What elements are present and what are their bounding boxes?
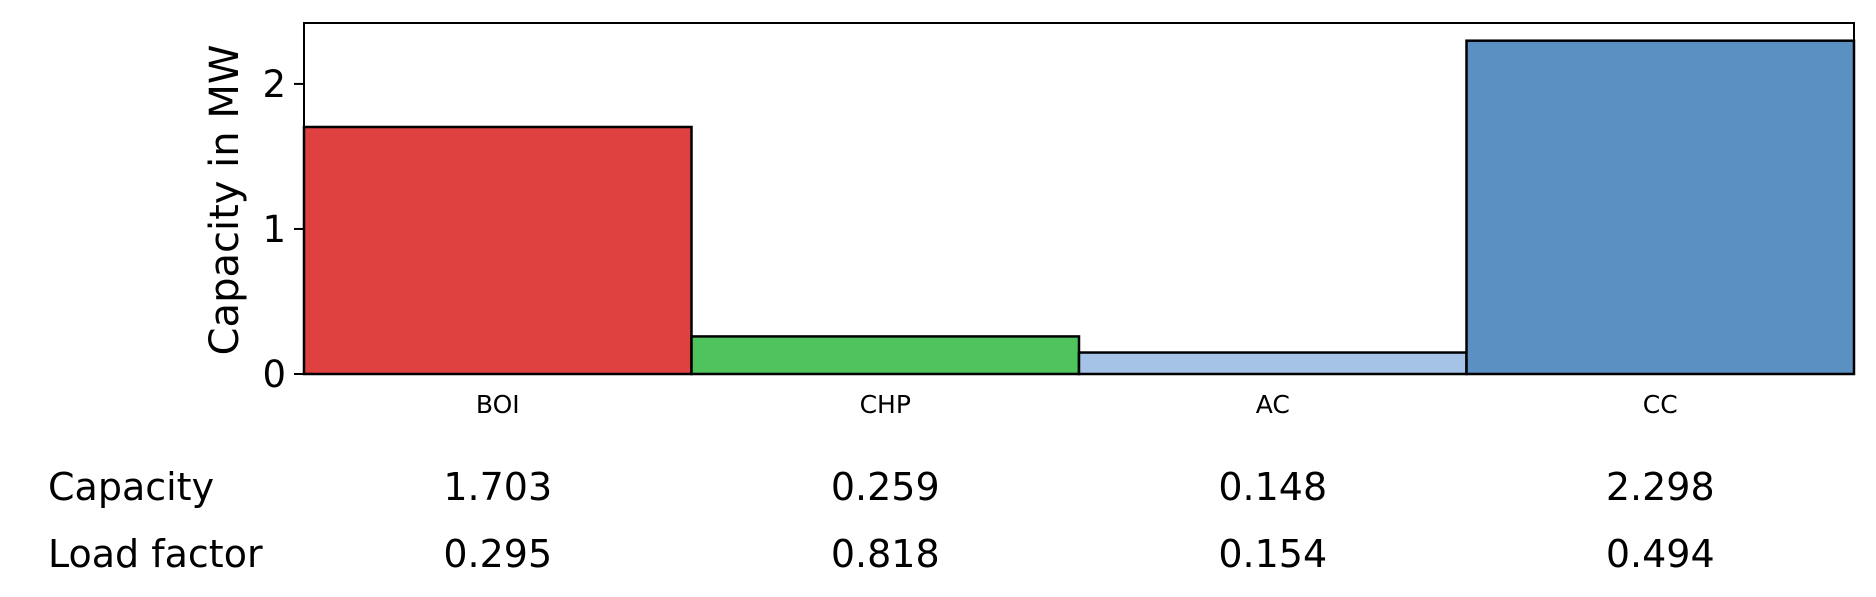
x-tick-label-chp: CHP [860,390,911,419]
table-row-label: Capacity [48,465,214,509]
table-cell: 0.818 [831,532,940,576]
bar-ac [1077,351,1468,376]
y-tick-label-2: 2 [262,63,286,106]
bar-cc [1465,39,1856,376]
y-tick-label-1: 1 [262,208,286,251]
table-row-label: Load factor [48,532,263,576]
bar-boi [302,125,693,376]
bar-chp [690,335,1081,376]
y-tick-label-0: 0 [262,353,286,396]
table-cell: 0.259 [831,465,940,509]
table-cell: 0.295 [443,532,552,576]
x-tick-label-ac: AC [1256,390,1290,419]
plot-frame [303,22,1855,375]
table-cell: 0.148 [1218,465,1327,509]
y-axis-label: Capacity in MW [202,45,248,356]
x-tick-label-cc: CC [1643,390,1678,419]
table-cell: 0.494 [1606,532,1715,576]
table-cell: 2.298 [1606,465,1715,509]
table-cell: 0.154 [1218,532,1327,576]
table-cell: 1.703 [443,465,552,509]
x-tick-label-boi: BOI [476,390,520,419]
